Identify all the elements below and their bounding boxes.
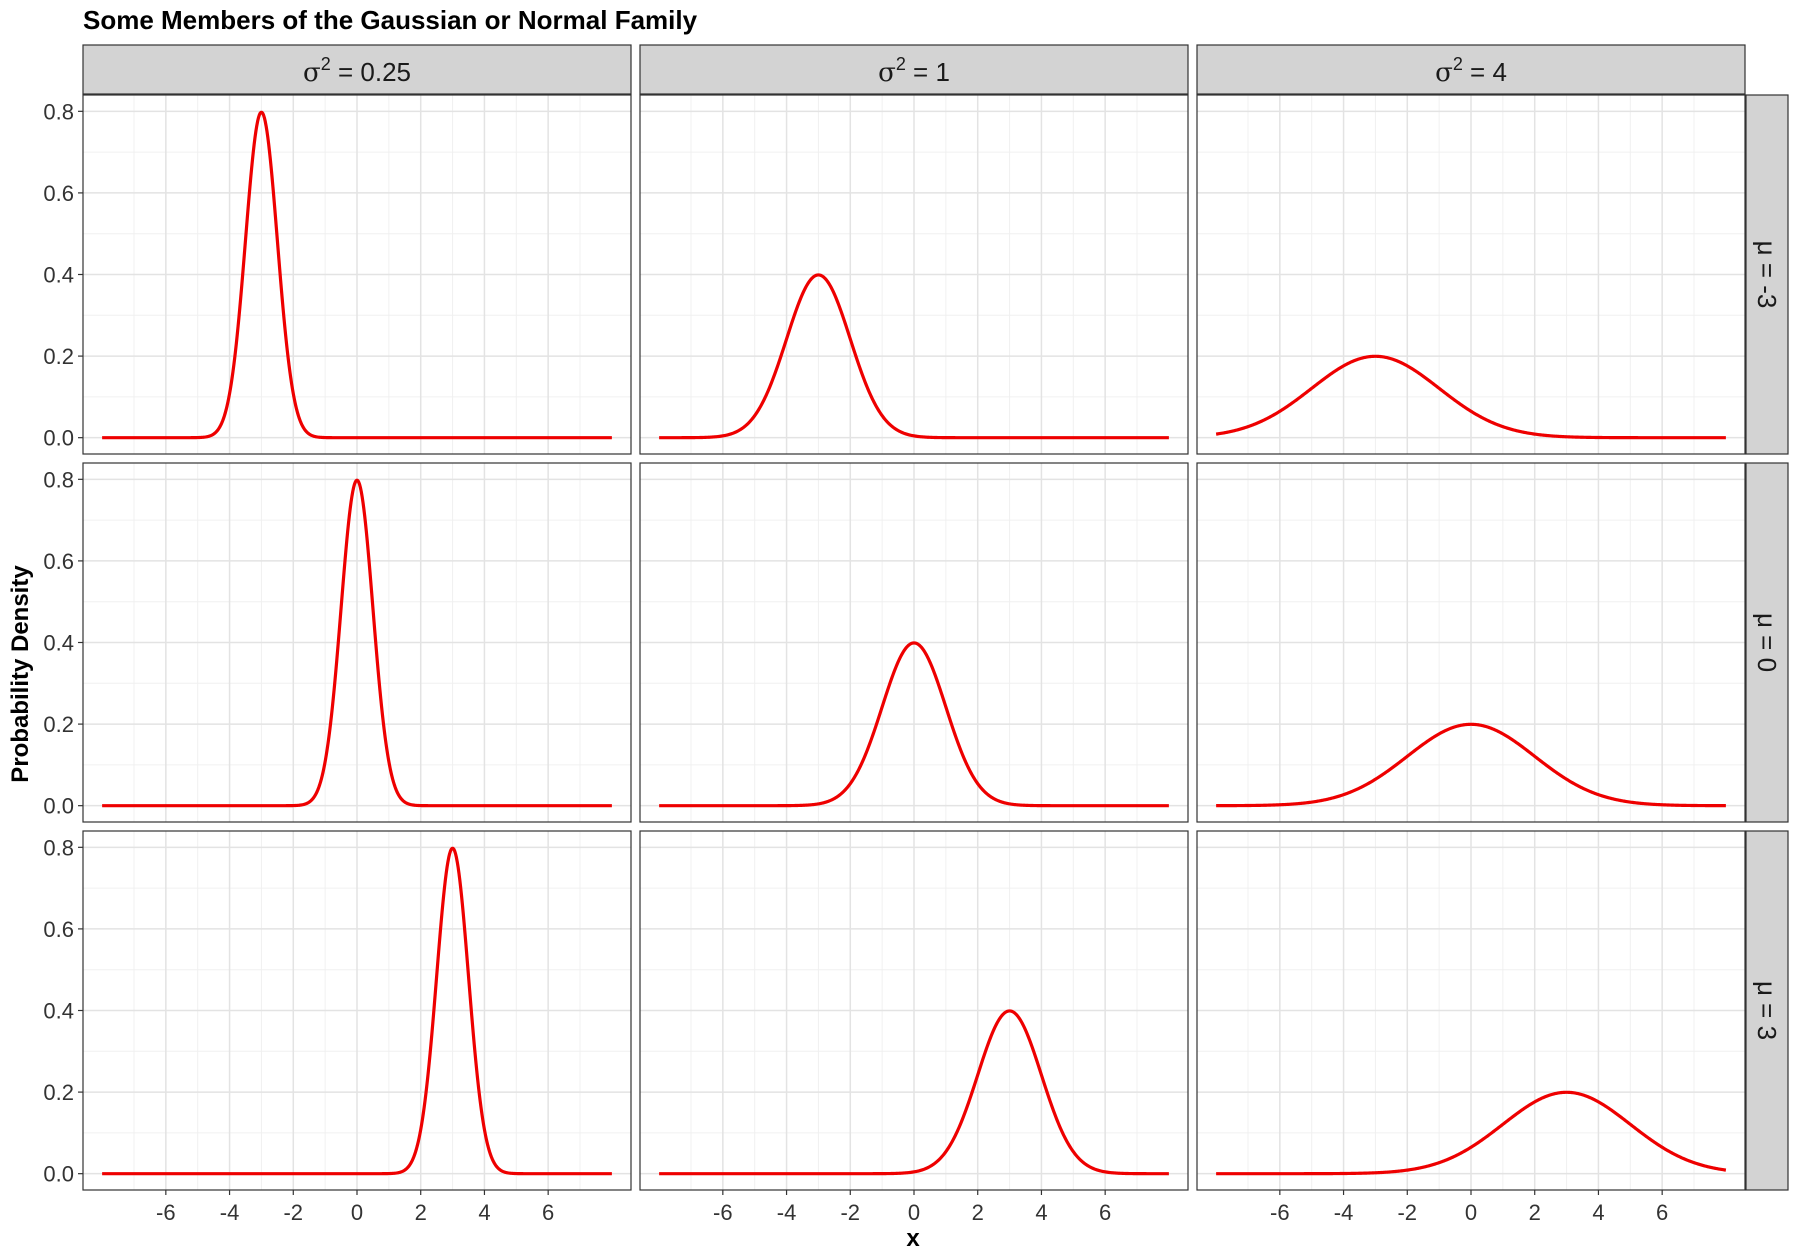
row-strip-2: μ = 3 (1745, 830, 1789, 1191)
y-tick-label: 0.2 (43, 712, 74, 737)
panel-border (639, 94, 1189, 455)
facet-panel-2-2: -6 -4 -2 0 2 4 6 (1196, 830, 1746, 1225)
facet-panel-1-0: 0.0 0.2 0.4 0.6 0.8 (43, 462, 632, 823)
facet-panel-2-0: 0.0 0.2 0.4 0.6 0.8 -6 -4 -2 0 2 4 6 (43, 830, 632, 1225)
x-tick-label: 6 (1099, 1200, 1111, 1225)
y-tick-label: 0.4 (43, 263, 74, 288)
column-strip-background (639, 44, 1189, 95)
x-tick-label: 2 (1529, 1200, 1541, 1225)
y-axis-title: Probability Density (7, 565, 34, 783)
row-strip-background (1745, 830, 1789, 1191)
density-curve (658, 273, 1170, 440)
column-strip-background (82, 44, 632, 95)
x-tick-label: 4 (478, 1200, 490, 1225)
density-curve (1215, 722, 1727, 808)
density-curve (101, 478, 613, 808)
x-tick-label: -2 (283, 1200, 303, 1225)
row-strip-background (1745, 462, 1789, 823)
row-strip-background (1745, 94, 1789, 455)
density-curve (101, 846, 613, 1176)
facet-panel-0-1 (639, 94, 1189, 455)
column-strip-0: σ2 = 0.25 (82, 44, 632, 95)
column-strip-label: σ2 = 0.25 (303, 54, 411, 88)
density-curve (658, 1009, 1170, 1176)
column-strip-background (1196, 44, 1746, 95)
y-tick-label: 0.2 (43, 344, 74, 369)
y-tick-label: 0.8 (43, 99, 74, 124)
panel-border (1196, 462, 1746, 823)
density-curve (1215, 1090, 1727, 1176)
y-tick-label: 0.0 (43, 1162, 74, 1187)
facet-panel-1-2 (1196, 462, 1746, 823)
y-tick-label: 0.4 (43, 631, 74, 656)
x-tick-label: 4 (1035, 1200, 1047, 1225)
facet-panel-0-2 (1196, 94, 1746, 455)
y-tick-label: 0.2 (43, 1080, 74, 1105)
x-tick-label: -4 (220, 1200, 240, 1225)
row-strip-label: μ = 0 (1752, 613, 1782, 672)
facet-panel-2-1: -6 -4 -2 0 2 4 6 (639, 830, 1189, 1225)
chart-title: Some Members of the Gaussian or Normal F… (83, 5, 698, 35)
y-tick-label: 0.6 (43, 181, 74, 206)
y-tick-label: 0.0 (43, 426, 74, 451)
column-strip-1: σ2 = 1 (639, 44, 1189, 95)
row-strip-1: μ = 0 (1745, 462, 1789, 823)
x-tick-label: 2 (415, 1200, 427, 1225)
density-curve (101, 110, 613, 440)
y-tick-label: 0.4 (43, 999, 74, 1024)
column-strip-label: σ2 = 1 (878, 54, 950, 88)
row-strip-label: μ = 3 (1752, 981, 1782, 1040)
density-curve (1215, 354, 1727, 440)
y-tick-label: 0.0 (43, 794, 74, 819)
x-tick-label: -4 (1334, 1200, 1354, 1225)
y-tick-label: 0.6 (43, 917, 74, 942)
x-tick-label: 4 (1592, 1200, 1604, 1225)
panel-border (1196, 94, 1746, 455)
y-tick-label: 0.6 (43, 549, 74, 574)
x-tick-label: 0 (908, 1200, 920, 1225)
x-axis-title: x (906, 1225, 920, 1252)
y-tick-label: 0.8 (43, 467, 74, 492)
x-tick-label: 6 (542, 1200, 554, 1225)
x-tick-label: -2 (1397, 1200, 1417, 1225)
x-tick-label: -2 (840, 1200, 860, 1225)
facet-panel-1-1 (639, 462, 1189, 823)
facet-panel-0-0: 0.0 0.2 0.4 0.6 0.8 (43, 94, 632, 455)
x-tick-label: -6 (1270, 1200, 1290, 1225)
panel-border (639, 462, 1189, 823)
density-curve (658, 641, 1170, 808)
x-tick-label: -6 (713, 1200, 733, 1225)
x-tick-label: 2 (972, 1200, 984, 1225)
x-tick-label: -4 (777, 1200, 797, 1225)
column-strip-2: σ2 = 4 (1196, 44, 1746, 95)
y-tick-label: 0.8 (43, 835, 74, 860)
x-tick-label: 6 (1656, 1200, 1668, 1225)
row-strip-label: μ = -3 (1752, 241, 1782, 309)
x-tick-label: 0 (351, 1200, 363, 1225)
facet-panels: 0.00.20.40.60.80.00.20.40.60.80.00.20.40… (43, 44, 1789, 1225)
x-tick-label: -6 (156, 1200, 176, 1225)
x-tick-label: 0 (1465, 1200, 1477, 1225)
column-strip-label: σ2 = 4 (1435, 54, 1507, 88)
row-strip-0: μ = -3 (1745, 94, 1789, 455)
